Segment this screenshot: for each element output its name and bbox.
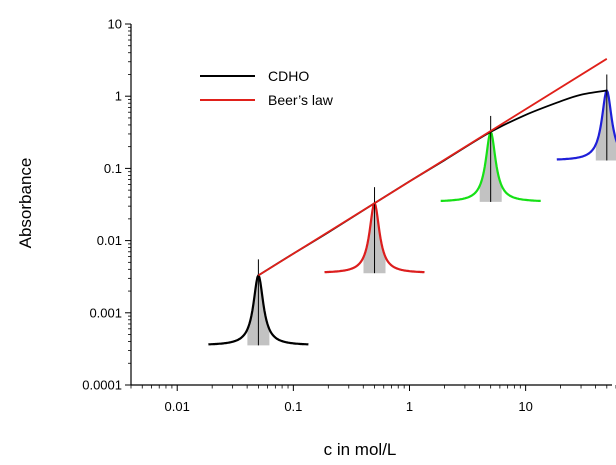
y-tick-label: 0.1 [104, 161, 122, 176]
legend-label: CDHO [268, 68, 309, 84]
x-axis-label: c in mol/L [324, 440, 397, 459]
x-tick-label: 0.01 [165, 399, 190, 414]
x-tick-label: 0.1 [284, 399, 302, 414]
legend: CDHO Beer’s law [200, 68, 334, 108]
y-tick-label: 0.01 [97, 233, 122, 248]
series-lines [257, 58, 608, 277]
y-tick-label: 0.0001 [82, 378, 122, 393]
legend-label: Beer’s law [268, 92, 334, 108]
axes: 0.0001 0.001 0.01 0.1 1 10 0.01 0.1 1 10 [82, 17, 616, 414]
band-fill [595, 90, 616, 161]
y-tick-label: 10 [108, 17, 122, 32]
y-tick-label: 0.001 [89, 305, 122, 320]
x-tick-label: 1 [406, 399, 413, 414]
series-line [257, 89, 607, 277]
y-tick-label: 1 [115, 89, 122, 104]
series-line [257, 58, 608, 277]
x-tick-label: 10 [518, 399, 532, 414]
band-insets [208, 74, 616, 346]
y-axis-label: Absorbance [16, 158, 35, 249]
